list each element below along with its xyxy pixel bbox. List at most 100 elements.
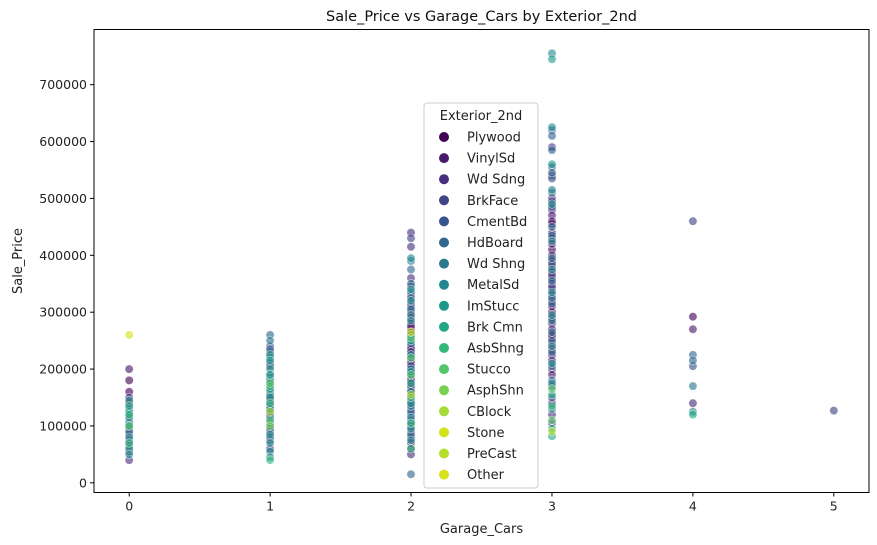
data-point — [406, 418, 416, 428]
legend-marker — [439, 279, 449, 290]
data-point — [547, 401, 557, 411]
legend-label: Wd Sdng — [467, 173, 525, 188]
data-point — [406, 435, 416, 445]
plot-frame — [93, 29, 870, 493]
data-point — [406, 242, 416, 252]
data-point — [406, 296, 416, 306]
legend-marker — [439, 216, 449, 227]
y-tick-label: 600000 — [39, 134, 87, 149]
data-point — [406, 327, 416, 337]
data-point — [406, 444, 416, 454]
x-tick-label: 3 — [548, 499, 556, 514]
x-tick-label: 4 — [689, 499, 697, 514]
legend-label: CmentBd — [467, 215, 527, 230]
data-point — [547, 122, 557, 132]
data-point — [124, 375, 134, 385]
legend-label: Plywood — [467, 131, 521, 146]
legend-label: Stone — [467, 426, 505, 441]
legend-marker — [439, 427, 449, 438]
data-point — [265, 438, 275, 448]
y-tick-label: 100000 — [39, 418, 87, 433]
data-point — [547, 384, 557, 394]
data-point — [406, 469, 416, 479]
legend-label: Brk Cmn — [467, 320, 523, 335]
data-point — [406, 253, 416, 263]
data-point — [688, 216, 698, 226]
data-point — [124, 410, 134, 420]
data-point — [688, 324, 698, 334]
points-layer — [124, 48, 839, 479]
data-point — [547, 145, 557, 155]
data-point — [547, 287, 557, 297]
data-point — [406, 378, 416, 388]
legend-label: HdBoard — [467, 236, 523, 251]
legend-marker — [439, 237, 449, 248]
data-point — [547, 264, 557, 274]
data-point — [547, 415, 557, 425]
data-point — [688, 398, 698, 408]
legend-marker — [439, 385, 449, 396]
data-point — [124, 421, 134, 431]
data-point — [265, 407, 275, 417]
data-point — [688, 410, 698, 420]
data-point — [124, 449, 134, 459]
legend-label: ImStucc — [467, 299, 519, 314]
legend-marker — [439, 448, 449, 459]
data-point — [688, 312, 698, 322]
legend-marker — [439, 343, 449, 353]
x-tick-label: 5 — [830, 499, 838, 514]
data-point — [688, 381, 698, 391]
data-point — [547, 253, 557, 263]
y-tick-label: 500000 — [39, 191, 87, 206]
y-axis-label: Sale_Price — [11, 228, 26, 294]
x-axis-label: Garage_Cars — [440, 522, 523, 537]
data-point — [547, 310, 557, 320]
data-point — [547, 131, 557, 141]
y-tick-label: 0 — [79, 475, 87, 490]
data-point — [406, 353, 416, 363]
data-point — [547, 168, 557, 178]
data-point — [406, 316, 416, 326]
y-tick-label: 400000 — [39, 248, 87, 263]
legend: Exterior_2nd Plywood VinylSd Wd Sdng BrkFac… — [423, 102, 539, 489]
x-tick-label: 0 — [125, 499, 133, 514]
legend-label: MetalSd — [467, 278, 519, 293]
data-point — [265, 355, 275, 365]
data-point — [547, 341, 557, 351]
legend-label: AsbShng — [467, 342, 524, 357]
data-point — [124, 401, 134, 411]
data-point — [265, 336, 275, 346]
x-tick-label: 1 — [266, 499, 274, 514]
data-point — [265, 398, 275, 408]
data-point — [265, 378, 275, 388]
legend-marker — [439, 364, 449, 375]
legend-marker — [439, 132, 449, 142]
data-point — [547, 276, 557, 286]
data-point — [547, 159, 557, 169]
legend-marker — [439, 406, 449, 417]
data-point — [406, 264, 416, 274]
data-point — [265, 421, 275, 431]
legend-marker — [439, 195, 449, 206]
data-point — [124, 330, 134, 340]
legend-marker — [439, 321, 449, 332]
data-point — [406, 284, 416, 294]
legend-marker — [439, 469, 449, 480]
legend-marker — [439, 300, 449, 311]
data-point — [547, 327, 557, 337]
data-point — [265, 370, 275, 380]
legend-marker — [439, 174, 449, 185]
legend-label: VinylSd — [467, 152, 515, 167]
chart-title: Sale_Price vs Garage_Cars by Exterior_2n… — [326, 9, 637, 25]
data-point — [547, 185, 557, 195]
data-point — [124, 364, 134, 374]
legend-label: AsphShn — [467, 384, 524, 399]
x-ticks: 0 1 2 3 4 5 — [125, 492, 838, 514]
legend-label: CBlock — [467, 405, 512, 420]
data-point — [688, 355, 698, 365]
y-tick-label: 200000 — [39, 362, 87, 377]
data-point — [829, 406, 839, 416]
data-point — [406, 390, 416, 400]
y-tick-label: 300000 — [39, 305, 87, 320]
y-tick-label: 700000 — [39, 77, 87, 92]
